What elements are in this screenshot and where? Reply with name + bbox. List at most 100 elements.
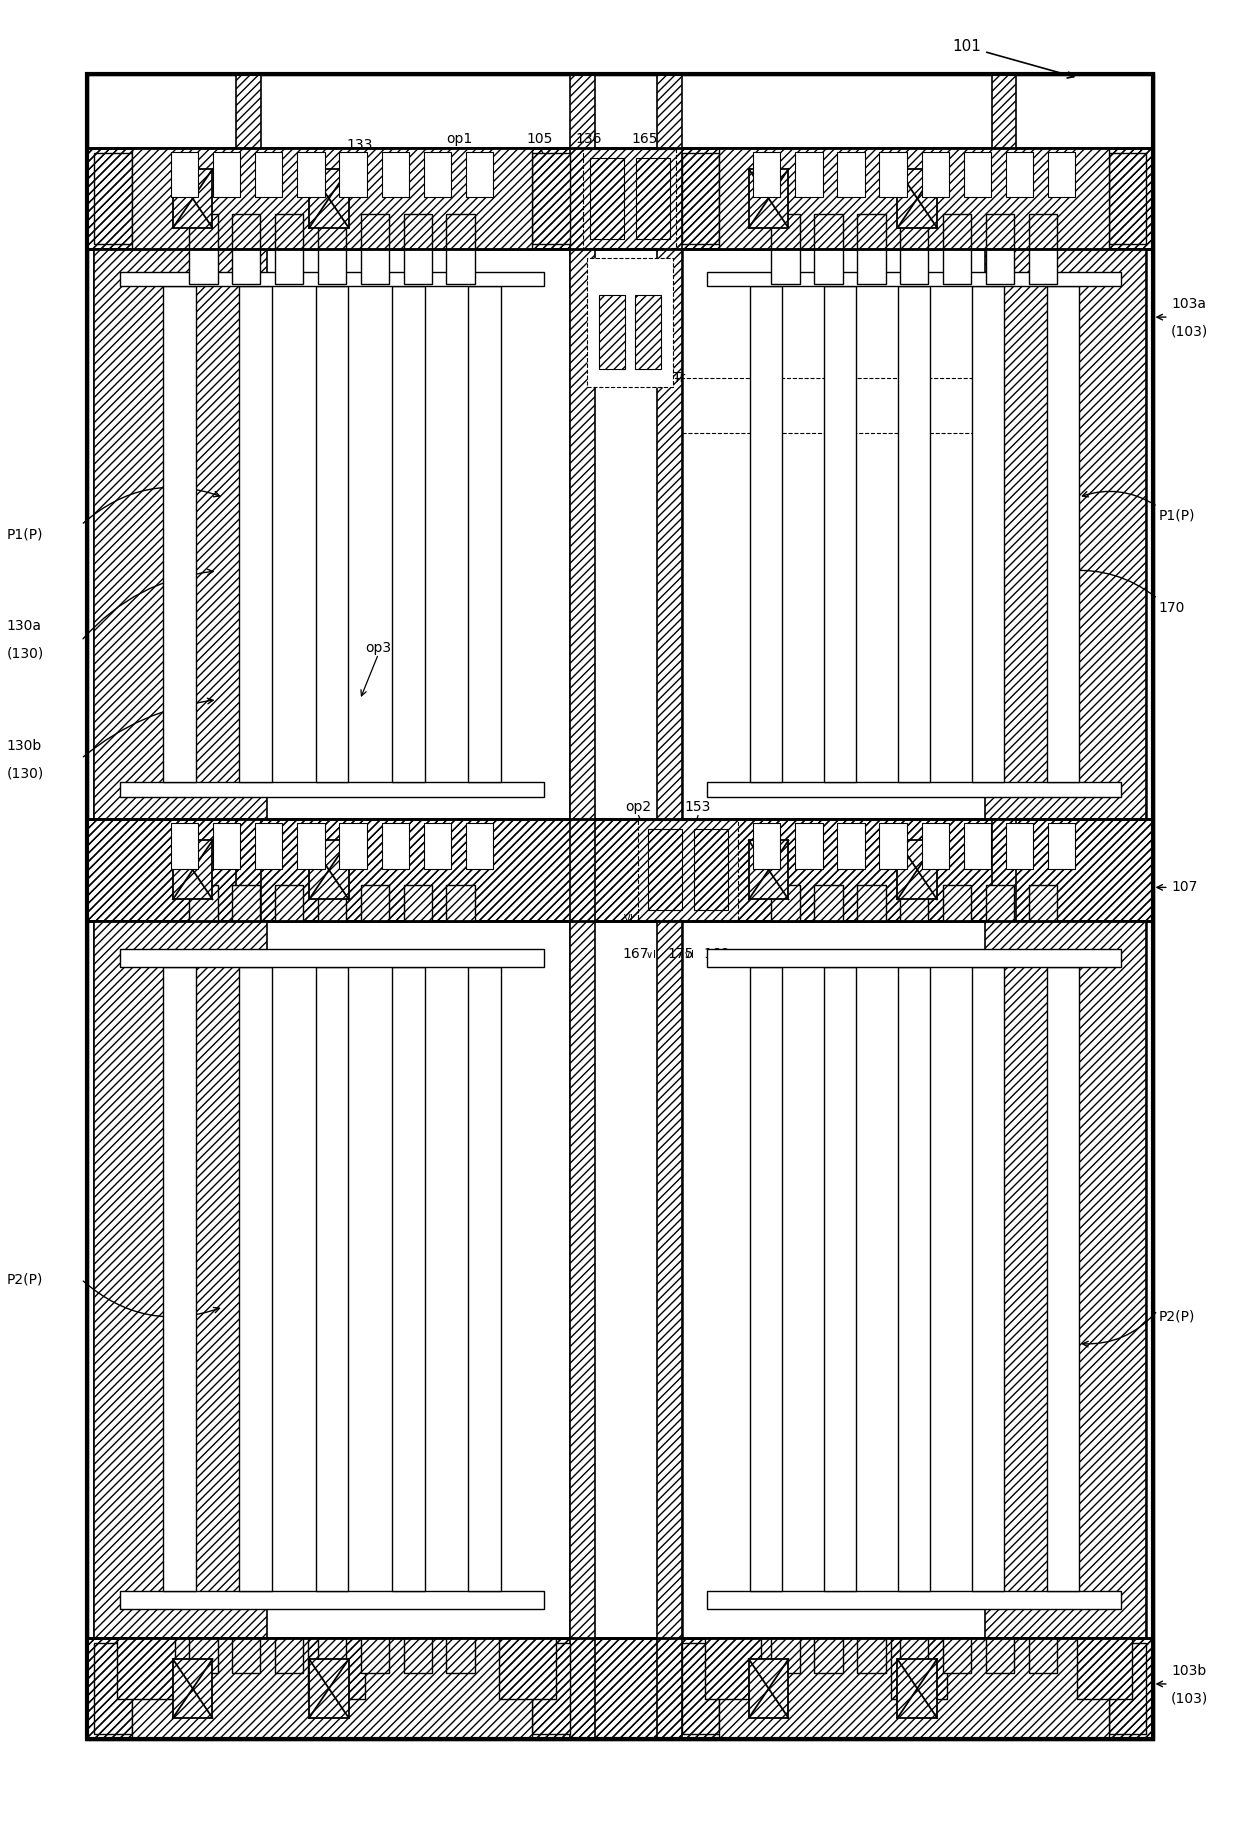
Text: 103b: 103b bbox=[1172, 1664, 1207, 1677]
Bar bbox=[120, 950, 544, 967]
Bar bbox=[87, 147, 1153, 249]
Text: 130b: 130b bbox=[7, 738, 42, 753]
Text: P2(P): P2(P) bbox=[1159, 1309, 1195, 1324]
Bar bbox=[446, 886, 475, 920]
Bar bbox=[879, 151, 906, 197]
Bar bbox=[921, 823, 949, 869]
Bar bbox=[532, 1642, 570, 1734]
Bar bbox=[823, 967, 856, 1591]
Bar bbox=[403, 886, 433, 920]
Bar bbox=[813, 249, 843, 285]
Bar bbox=[1110, 1642, 1147, 1734]
Bar bbox=[682, 153, 719, 245]
Bar bbox=[584, 149, 676, 249]
Bar bbox=[424, 151, 451, 197]
Bar bbox=[992, 74, 1017, 1740]
Bar bbox=[986, 1638, 1014, 1673]
Text: 103a: 103a bbox=[1172, 296, 1207, 311]
Bar bbox=[1029, 249, 1058, 285]
Text: 153: 153 bbox=[684, 799, 712, 814]
Bar bbox=[424, 823, 451, 869]
Bar bbox=[361, 886, 389, 920]
Bar bbox=[309, 1659, 348, 1718]
Bar bbox=[120, 782, 544, 797]
Bar bbox=[900, 886, 929, 920]
Bar bbox=[498, 1638, 557, 1699]
Text: 175: 175 bbox=[667, 946, 694, 961]
Bar bbox=[532, 153, 570, 245]
Bar bbox=[921, 151, 949, 197]
Bar bbox=[590, 158, 624, 239]
Bar bbox=[392, 285, 424, 782]
Bar bbox=[309, 169, 348, 228]
Bar bbox=[750, 285, 781, 782]
Bar bbox=[298, 823, 325, 869]
Bar bbox=[87, 1638, 1153, 1740]
Bar bbox=[232, 214, 260, 249]
Bar bbox=[446, 214, 475, 249]
Text: op3: op3 bbox=[366, 641, 392, 655]
Bar bbox=[942, 214, 971, 249]
Bar bbox=[972, 285, 1004, 782]
Bar bbox=[771, 886, 800, 920]
Bar bbox=[361, 214, 389, 249]
Bar bbox=[131, 147, 532, 249]
Bar bbox=[188, 249, 217, 285]
Bar bbox=[570, 74, 595, 1740]
Bar bbox=[188, 886, 217, 920]
Bar bbox=[392, 967, 424, 1591]
Bar bbox=[837, 151, 864, 197]
Bar bbox=[682, 249, 1147, 819]
Text: $\vee$I: $\vee$I bbox=[682, 948, 693, 961]
Bar bbox=[340, 823, 367, 869]
Bar bbox=[857, 886, 885, 920]
Bar bbox=[837, 823, 864, 869]
Bar bbox=[87, 74, 1153, 1740]
Bar bbox=[857, 214, 885, 249]
Bar bbox=[682, 920, 1147, 1638]
Text: $\mathsf{VI}$: $\mathsf{VI}$ bbox=[624, 911, 634, 924]
Bar bbox=[753, 823, 780, 869]
Bar bbox=[275, 886, 304, 920]
Bar bbox=[942, 886, 971, 920]
Bar bbox=[93, 249, 570, 819]
Bar bbox=[986, 249, 1014, 285]
Bar bbox=[813, 214, 843, 249]
Bar bbox=[750, 967, 781, 1591]
Text: $\mathsf{VI}$: $\mathsf{VI}$ bbox=[699, 911, 709, 924]
Bar bbox=[93, 1642, 131, 1734]
Text: (103): (103) bbox=[1172, 324, 1209, 339]
Text: 130a: 130a bbox=[7, 619, 42, 633]
Bar bbox=[972, 967, 1004, 1591]
Bar bbox=[682, 1642, 719, 1734]
Bar bbox=[900, 249, 929, 285]
Bar bbox=[771, 214, 800, 249]
Text: op2: op2 bbox=[625, 799, 652, 814]
Text: 136: 136 bbox=[575, 133, 603, 145]
Bar bbox=[87, 147, 1153, 249]
Bar bbox=[403, 249, 433, 285]
Bar bbox=[719, 1638, 1110, 1740]
Bar bbox=[239, 967, 273, 1591]
Bar bbox=[1047, 285, 1079, 782]
Bar bbox=[749, 1659, 789, 1718]
Bar bbox=[1048, 823, 1075, 869]
Text: 167: 167 bbox=[622, 946, 650, 961]
Bar bbox=[1076, 1638, 1132, 1699]
Bar bbox=[93, 249, 267, 819]
Text: (130): (130) bbox=[7, 766, 45, 781]
Bar bbox=[275, 249, 304, 285]
Bar bbox=[879, 823, 906, 869]
Bar bbox=[466, 151, 494, 197]
Bar bbox=[403, 214, 433, 249]
Bar bbox=[857, 1638, 885, 1673]
Bar bbox=[1029, 1638, 1058, 1673]
Text: 170: 170 bbox=[1159, 600, 1185, 615]
Text: (130): (130) bbox=[7, 646, 45, 661]
Bar bbox=[118, 1638, 175, 1699]
Bar bbox=[171, 151, 198, 197]
Bar bbox=[892, 1638, 946, 1699]
Bar bbox=[942, 249, 971, 285]
Text: 101: 101 bbox=[952, 39, 1074, 77]
Bar bbox=[753, 151, 780, 197]
